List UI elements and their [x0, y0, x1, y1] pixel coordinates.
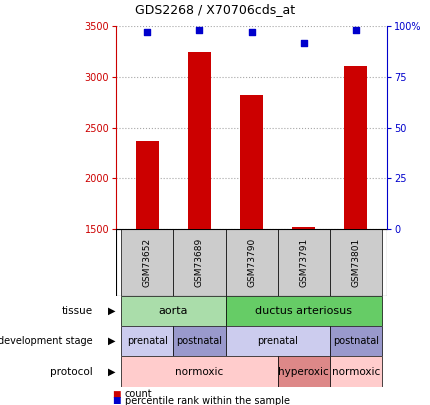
Text: count: count — [125, 389, 152, 399]
Point — [300, 39, 307, 46]
Bar — [225, 229, 278, 296]
Bar — [330, 326, 382, 356]
Bar — [188, 51, 211, 229]
Text: ductus arteriosus: ductus arteriosus — [255, 306, 352, 316]
Point — [144, 29, 151, 36]
Bar — [121, 229, 173, 296]
Point — [352, 27, 359, 34]
Text: percentile rank within the sample: percentile rank within the sample — [125, 396, 290, 405]
Text: prenatal: prenatal — [257, 336, 298, 346]
Point — [196, 27, 203, 34]
Bar — [225, 296, 382, 326]
Text: GSM73652: GSM73652 — [143, 238, 152, 287]
Text: GSM73791: GSM73791 — [299, 238, 308, 287]
Text: normoxic: normoxic — [332, 367, 380, 377]
Text: aorta: aorta — [159, 306, 188, 316]
Text: development stage: development stage — [0, 336, 92, 346]
Bar — [173, 229, 225, 296]
Text: protocol: protocol — [50, 367, 92, 377]
Bar — [173, 326, 225, 356]
Text: ▶: ▶ — [108, 306, 116, 316]
Text: GSM73790: GSM73790 — [247, 238, 256, 287]
Bar — [121, 326, 173, 356]
Text: prenatal: prenatal — [127, 336, 168, 346]
Text: postnatal: postnatal — [176, 336, 222, 346]
Bar — [121, 296, 225, 326]
Text: GSM73689: GSM73689 — [195, 238, 204, 287]
Bar — [278, 356, 330, 387]
Bar — [135, 141, 159, 229]
Point — [248, 29, 255, 36]
Bar — [344, 66, 368, 229]
Bar — [225, 326, 330, 356]
Bar — [240, 95, 263, 229]
Text: tissue: tissue — [61, 306, 92, 316]
Text: ▶: ▶ — [108, 367, 116, 377]
Text: ■: ■ — [112, 390, 120, 399]
Text: ■: ■ — [112, 396, 120, 405]
Bar — [330, 229, 382, 296]
Text: normoxic: normoxic — [175, 367, 224, 377]
Text: ▶: ▶ — [108, 336, 116, 346]
Bar — [330, 356, 382, 387]
Bar — [278, 229, 330, 296]
Text: GSM73801: GSM73801 — [351, 238, 360, 287]
Bar — [292, 227, 315, 229]
Text: hyperoxic: hyperoxic — [278, 367, 329, 377]
Text: GDS2268 / X70706cds_at: GDS2268 / X70706cds_at — [135, 3, 295, 16]
Bar — [121, 356, 278, 387]
Text: postnatal: postnatal — [333, 336, 379, 346]
